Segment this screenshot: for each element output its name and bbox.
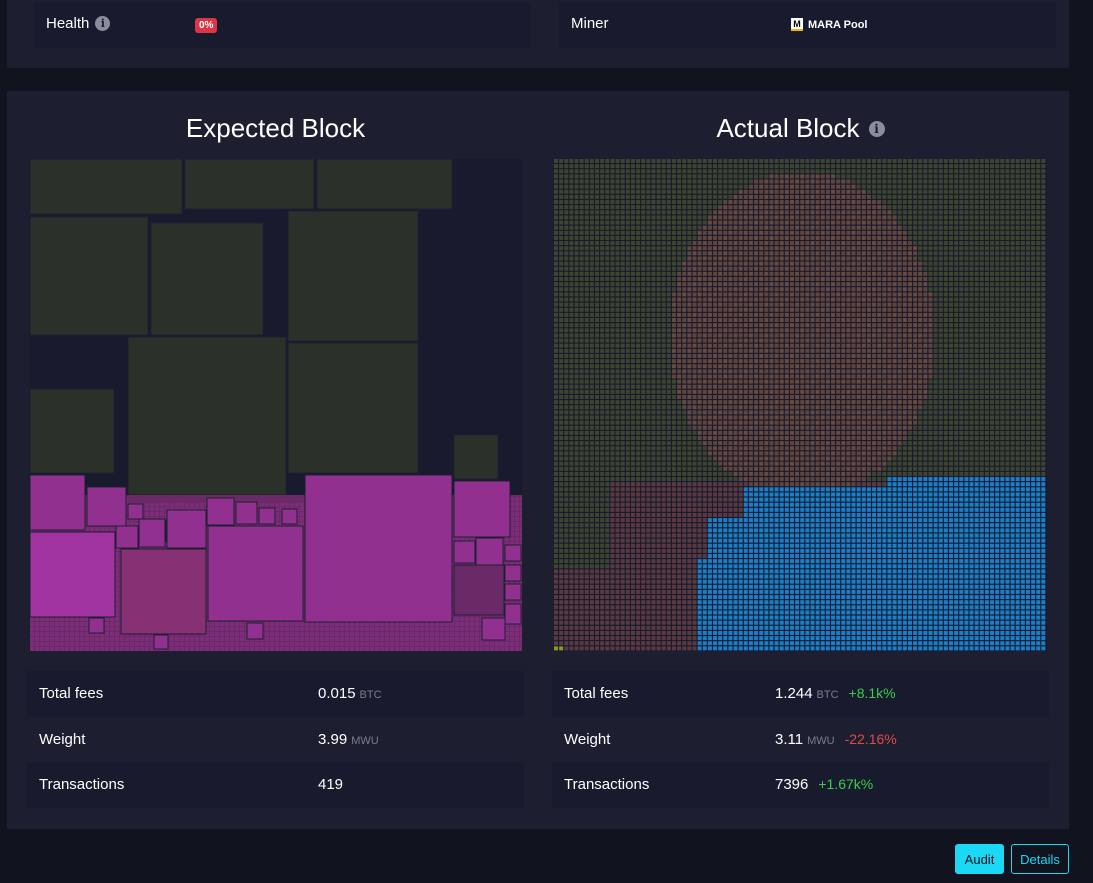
miner-logo-icon: M xyxy=(791,18,803,31)
stat-label: Transactions xyxy=(39,776,125,794)
stat-row: Weight 3.11 MWU -22.16% xyxy=(552,716,1049,762)
details-button[interactable]: Details xyxy=(1011,844,1069,874)
stat-unit: BTC xyxy=(816,689,839,702)
stat-row: Weight 3.99 MWU xyxy=(27,716,524,762)
actual-block-visualization[interactable] xyxy=(554,159,1047,651)
stat-delta: -22.16% xyxy=(844,730,897,747)
stat-label: Weight xyxy=(39,730,86,748)
stat-value: 7396 xyxy=(775,776,809,794)
block-audit-panel: Expected Block Actual Block i xyxy=(7,91,1069,829)
actual-block-grid xyxy=(554,159,1047,651)
expected-stats-table: Total fees 0.015 BTC Weight 3.99 MWU Transacti… xyxy=(27,671,524,808)
health-badge: 0% xyxy=(195,18,218,33)
stat-value-group: 3.11 MWU -22.16% xyxy=(775,731,897,748)
stat-value-group: 1.244 BTC +8.1k% xyxy=(775,685,896,702)
block-summary-panel: Health i 0% Miner M MARA Pool xyxy=(7,0,1069,68)
stat-value: 0.015 xyxy=(318,685,356,703)
stat-unit: MWU xyxy=(807,734,835,747)
health-label: Health xyxy=(46,15,90,32)
info-icon[interactable]: i xyxy=(95,16,111,31)
actual-block-title-text: Actual Block xyxy=(716,113,860,143)
info-icon[interactable]: i xyxy=(868,120,885,137)
stat-label: Transactions xyxy=(564,776,650,794)
stat-label: Total fees xyxy=(564,685,629,703)
stat-delta: +8.1k% xyxy=(848,685,896,702)
stat-unit: MWU xyxy=(351,734,379,747)
stat-delta: +1.67k% xyxy=(818,776,874,793)
stat-value-group: 3.99 MWU xyxy=(318,731,379,748)
expected-block-title: Expected Block xyxy=(27,113,524,144)
health-label-group: Health i xyxy=(46,15,111,32)
stat-value: 3.11 xyxy=(775,730,804,748)
stat-label: Total fees xyxy=(39,685,104,703)
expected-block-treemap xyxy=(29,159,522,651)
stat-value-group: 7396 +1.67k% xyxy=(775,776,873,793)
miner-row: Miner M MARA Pool xyxy=(559,2,1056,48)
miner-link[interactable]: M MARA Pool xyxy=(791,18,867,31)
stat-value: 1.244 xyxy=(775,685,813,703)
stat-row: Transactions 7396 +1.67k% xyxy=(552,762,1049,808)
stat-value-group: 0.015 BTC xyxy=(318,685,382,702)
stat-value: 3.99 xyxy=(318,730,348,748)
miner-label-group: Miner xyxy=(571,15,609,32)
stat-value: 419 xyxy=(318,776,344,794)
stat-row: Total fees 0.015 BTC xyxy=(27,671,524,717)
actual-block-title: Actual Block i xyxy=(552,113,1049,144)
expected-block-visualization[interactable] xyxy=(29,159,522,651)
expected-block-title-text: Expected Block xyxy=(185,113,366,143)
stat-unit: BTC xyxy=(359,689,382,702)
stat-row: Total fees 1.244 BTC +8.1k% xyxy=(552,671,1049,717)
stat-label: Weight xyxy=(564,730,611,748)
stat-value-group: 419 xyxy=(318,776,343,793)
miner-label: Miner xyxy=(571,15,609,32)
actual-stats-table: Total fees 1.244 BTC +8.1k% Weight 3.11 MWU -22… xyxy=(552,671,1049,808)
audit-button[interactable]: Audit xyxy=(955,844,1004,874)
miner-name: MARA Pool xyxy=(808,18,868,31)
stat-row: Transactions 419 xyxy=(27,762,524,808)
health-row: Health i 0% xyxy=(34,2,531,48)
